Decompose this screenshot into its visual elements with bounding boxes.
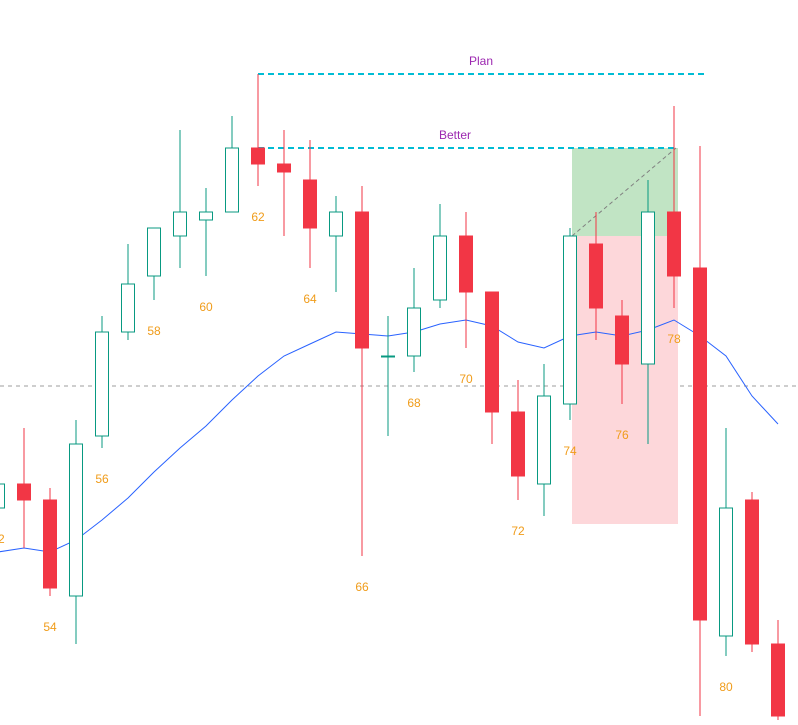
candle-body xyxy=(589,243,603,309)
bar-index-label: 54 xyxy=(43,620,57,634)
bar-index-label: 66 xyxy=(355,580,369,594)
candle-body xyxy=(563,235,577,405)
profit-zone xyxy=(572,148,678,236)
candle-body xyxy=(459,235,473,293)
loss-zone xyxy=(572,236,678,524)
bar-index-label: 68 xyxy=(407,396,421,410)
candle-body xyxy=(303,179,317,229)
bar-index-label: 58 xyxy=(147,324,161,338)
bar-index-label: 52 xyxy=(0,532,5,546)
bar-index-label: 64 xyxy=(303,292,317,306)
candle-body xyxy=(407,307,421,357)
level-label: Plan xyxy=(469,54,493,68)
candle-body xyxy=(329,211,343,237)
candle-body xyxy=(433,235,447,301)
candle-body xyxy=(771,643,785,717)
candle-body xyxy=(225,147,239,213)
candle-body xyxy=(355,211,369,349)
candle-body xyxy=(69,443,83,597)
level-label: Better xyxy=(439,128,471,142)
candle-body xyxy=(199,211,213,221)
candle-body xyxy=(173,211,187,237)
candle-body xyxy=(0,483,5,509)
candle-body xyxy=(485,291,499,413)
candle-body xyxy=(719,507,733,637)
bar-index-label: 76 xyxy=(615,428,629,442)
bar-index-label: 74 xyxy=(563,444,577,458)
candle-body xyxy=(121,283,135,333)
candle-body xyxy=(95,331,109,437)
candle-body xyxy=(641,211,655,365)
candle-body xyxy=(147,227,161,277)
bar-index-label: 60 xyxy=(199,300,213,314)
bar-index-label: 80 xyxy=(719,680,733,694)
bar-index-label: 56 xyxy=(95,472,109,486)
candle-body xyxy=(667,211,681,277)
bar-index-label: 62 xyxy=(251,210,265,224)
bar-index-label: 70 xyxy=(459,372,473,386)
bar-index-label: 78 xyxy=(667,332,681,346)
candle-body xyxy=(277,163,291,173)
candle-body xyxy=(615,315,629,365)
position-diagonal xyxy=(571,147,677,237)
candle-body xyxy=(251,147,265,165)
bar-index-label: 72 xyxy=(511,524,525,538)
candle-body xyxy=(511,411,525,477)
candle-body xyxy=(17,483,31,501)
candle-body xyxy=(537,395,551,485)
candle-body xyxy=(693,267,707,621)
candle-body xyxy=(381,355,395,358)
candle-body xyxy=(43,499,57,589)
candle-body xyxy=(745,499,759,645)
